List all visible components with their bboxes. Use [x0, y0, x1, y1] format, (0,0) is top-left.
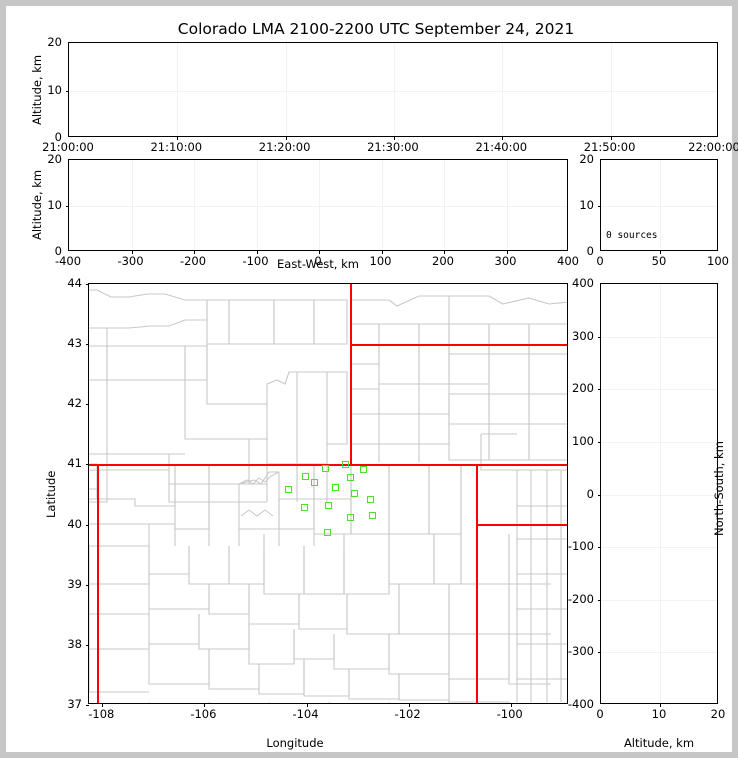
county-boundaries-layer — [89, 289, 567, 703]
tick-p2-x-200: 200 — [432, 254, 454, 268]
tick-p5-y-n400: -400 — [567, 697, 594, 711]
lma-source-marker — [302, 473, 309, 480]
tick-p2-x-n100: -100 — [242, 254, 269, 268]
lma-source-marker — [301, 504, 308, 511]
map-ylabel: Latitude — [44, 470, 58, 518]
tick-p5-y-0: 0 — [586, 486, 594, 501]
tick-p2-y-10: 10 — [47, 198, 62, 212]
tick-map-x-n102: -102 — [394, 707, 421, 721]
lma-source-marker — [285, 486, 292, 493]
figure-title: Colorado LMA 2100-2200 UTC September 24,… — [177, 20, 575, 38]
tick-p5-y-n100: -100 — [567, 539, 594, 554]
map-plot-area — [89, 284, 567, 703]
tick-p2-x-300: 300 — [494, 254, 517, 268]
north-south-height-panel — [597, 283, 718, 707]
tick-p1-x-4: 21:40:00 — [475, 140, 528, 154]
time-height-panel — [65, 42, 718, 140]
state-border-nebraska-south — [350, 464, 567, 466]
tick-p5-x-20: 20 — [710, 707, 726, 721]
tick-p1-x-1: 21:10:00 — [150, 140, 203, 154]
lma-source-marker — [325, 502, 332, 509]
p2-xlabel: East-West, km — [277, 257, 359, 271]
tick-p5-y-300: 300 — [572, 328, 594, 343]
tick-p3-y-10: 10 — [579, 198, 594, 212]
tick-map-x-n108: -108 — [88, 707, 115, 721]
lma-source-marker — [332, 484, 339, 491]
east-west-height-panel — [65, 159, 568, 254]
tick-p2-x-n300: -300 — [117, 254, 144, 268]
state-border-colorado-east — [476, 464, 478, 526]
map-xlabel: Longitude — [266, 736, 324, 750]
tick-map-y-41: 41 — [67, 456, 82, 471]
ns-height-xlabel: Altitude, km — [623, 736, 695, 750]
plan-view-map-panel — [85, 283, 568, 707]
state-border-colorado-west — [97, 464, 99, 703]
tick-p1-y-0: 0 — [54, 130, 62, 144]
tick-p2-x-0: 0 — [314, 254, 322, 268]
lma-source-marker — [351, 490, 358, 497]
lma-source-marker — [311, 479, 318, 486]
tick-map-x-n100: -100 — [496, 707, 523, 721]
tick-p3-y-0: 0 — [586, 244, 594, 258]
source-count-plot-area — [601, 160, 717, 250]
tick-p2-x-400: 400 — [557, 254, 579, 268]
lma-source-marker — [342, 461, 349, 468]
tick-p2-y-20: 20 — [47, 152, 62, 166]
tick-p5-y-n200: -200 — [567, 591, 594, 606]
tick-p1-x-6: 22:00:00 — [688, 140, 738, 154]
p2-ylabel: Altitude, km — [30, 169, 44, 240]
lma-source-marker — [347, 474, 354, 481]
state-border-wyoming-nebraska-vertical — [350, 284, 352, 466]
source-count-panel: 0 sources — [597, 159, 718, 254]
tick-map-x-n106: -106 — [190, 707, 217, 721]
lma-source-marker — [322, 465, 329, 472]
ns-height-ylabel: North-South, km — [712, 441, 726, 536]
tick-p3-y-20: 20 — [579, 152, 594, 166]
tick-map-x-n104: -104 — [292, 707, 319, 721]
tick-p5-y-n300: -300 — [567, 644, 594, 659]
state-border-colorado-north — [89, 464, 478, 466]
tick-map-y-42: 42 — [67, 396, 82, 411]
ns-height-plot-area — [601, 284, 717, 703]
tick-p1-x-2: 21:20:00 — [258, 140, 311, 154]
state-border-kansas-north — [476, 524, 567, 526]
state-border-wyoming-nebraska-horizontal — [350, 344, 567, 346]
lma-source-marker — [347, 514, 354, 521]
lma-source-marker — [324, 529, 331, 536]
tick-p1-x-0: 21:00:00 — [42, 140, 94, 154]
tick-p2-y-0: 0 — [54, 244, 62, 258]
tick-p5-x-10: 10 — [651, 707, 667, 721]
lma-source-marker — [360, 466, 367, 473]
tick-map-y-39: 39 — [67, 576, 82, 591]
tick-p1-y-10: 10 — [47, 82, 62, 97]
tick-p5-y-200: 200 — [572, 381, 594, 396]
tick-p1-y-20: 20 — [47, 35, 62, 49]
tick-p3-x-50: 50 — [651, 254, 667, 268]
lma-source-marker — [367, 496, 374, 503]
tick-p2-x-100: 100 — [369, 254, 392, 268]
tick-p3-x-100: 100 — [707, 254, 729, 268]
state-border-kansas-west — [476, 524, 478, 703]
tick-p2-x-n200: -200 — [179, 254, 207, 268]
source-count-annotation: 0 sources — [606, 230, 658, 241]
p1-ylabel: Altitude, km — [30, 54, 44, 125]
tick-p3-x-0: 0 — [596, 254, 604, 268]
tick-map-y-40: 40 — [67, 516, 82, 531]
tick-map-y-44: 44 — [67, 276, 82, 290]
tick-map-y-43: 43 — [67, 336, 82, 351]
tick-p2-x-n400: -400 — [54, 254, 82, 268]
tick-p1-x-5: 21:50:00 — [583, 140, 636, 154]
tick-p5-x-0: 0 — [596, 707, 604, 721]
time-height-plot-area — [69, 43, 717, 136]
tick-map-y-37: 37 — [67, 697, 82, 711]
tick-p1-x-3: 21:30:00 — [367, 140, 419, 154]
lma-source-marker — [369, 512, 376, 519]
tick-p5-y-400: 400 — [572, 276, 594, 290]
ew-height-plot-area — [69, 160, 567, 250]
tick-map-y-38: 38 — [67, 636, 82, 651]
tick-p5-y-100: 100 — [572, 433, 594, 448]
